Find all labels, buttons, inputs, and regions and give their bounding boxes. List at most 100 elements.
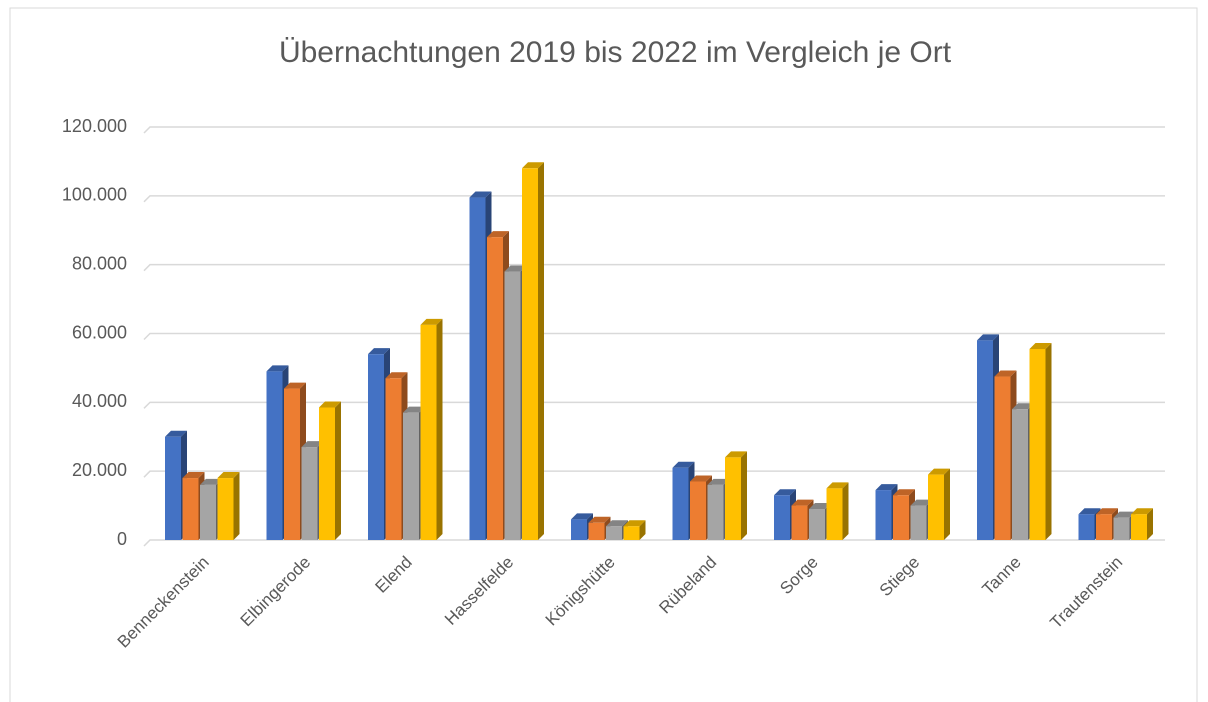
bar-top xyxy=(368,348,390,355)
bar-top xyxy=(266,365,289,372)
bar xyxy=(522,162,544,541)
bar-front xyxy=(571,519,587,540)
bar-top xyxy=(707,478,730,485)
bar-front xyxy=(826,488,843,540)
bar-side xyxy=(842,482,849,540)
bar-top xyxy=(165,430,187,437)
grid-line xyxy=(143,332,1165,341)
bar-top xyxy=(623,520,646,527)
bar-top xyxy=(385,372,408,379)
bar-top xyxy=(284,382,306,389)
grid-line xyxy=(143,470,1165,478)
bar-front xyxy=(690,481,706,540)
bar-side xyxy=(741,451,747,540)
grid-line xyxy=(143,195,1165,203)
bar-top xyxy=(200,478,222,485)
y-tick-label: 0 xyxy=(117,529,127,549)
bar-front xyxy=(994,376,1011,540)
bar-front xyxy=(165,436,181,540)
bar xyxy=(826,482,849,540)
bar-front xyxy=(403,412,419,540)
bar-front xyxy=(791,505,808,540)
bar-top xyxy=(522,162,544,169)
bar-front xyxy=(284,388,300,540)
y-tick-label: 80.000 xyxy=(72,253,127,273)
bar-front xyxy=(893,495,909,540)
bar-front xyxy=(672,467,689,540)
bar-front xyxy=(928,474,944,540)
bar-top xyxy=(469,191,492,198)
bar-top xyxy=(725,451,747,458)
bar-front xyxy=(368,354,384,540)
bar-top xyxy=(928,468,950,475)
bar-front xyxy=(809,509,825,540)
bar-top xyxy=(977,334,999,341)
bar-top xyxy=(826,482,849,489)
bar-top xyxy=(571,513,593,520)
bar-top xyxy=(994,370,1017,377)
bar-top xyxy=(893,489,915,496)
bar-front xyxy=(977,340,993,540)
bar-front xyxy=(910,505,927,540)
y-tick-label: 60.000 xyxy=(72,322,127,342)
bar-front xyxy=(200,484,216,540)
bar-side xyxy=(944,468,950,540)
bar xyxy=(319,401,341,540)
bar-top xyxy=(774,489,796,496)
bar-front xyxy=(1096,514,1112,540)
bar-front xyxy=(1131,514,1147,540)
bar xyxy=(1029,342,1052,540)
bar-front xyxy=(707,484,724,540)
bar-front xyxy=(522,168,538,541)
bar-side xyxy=(1045,342,1052,540)
bar-top xyxy=(182,472,205,479)
bar-front xyxy=(588,522,605,540)
bar-front xyxy=(469,197,486,540)
bar-side xyxy=(538,162,544,541)
bar-front xyxy=(1012,409,1028,540)
bar-top xyxy=(319,401,341,408)
bar-top xyxy=(672,461,695,468)
bar-front xyxy=(875,490,892,540)
y-tick-label: 100.000 xyxy=(62,185,127,205)
bar xyxy=(623,520,646,540)
bar-front xyxy=(623,526,640,540)
bar-top xyxy=(1131,508,1153,515)
bar-front xyxy=(774,495,790,540)
bar-front xyxy=(1029,348,1046,540)
bar-top xyxy=(1012,403,1034,410)
bar-front xyxy=(266,371,283,540)
bar-front xyxy=(1078,514,1095,540)
bar xyxy=(725,451,747,540)
y-tick-label: 120.000 xyxy=(62,116,127,136)
y-tick-label: 40.000 xyxy=(72,391,127,411)
bar xyxy=(420,318,443,540)
bar-top xyxy=(910,499,933,506)
chart-title: Übernachtungen 2019 bis 2022 im Vergleic… xyxy=(279,36,952,69)
bar-top xyxy=(1096,508,1118,515)
bar-front xyxy=(504,271,521,540)
bar xyxy=(1131,508,1153,540)
bar-top xyxy=(1078,508,1101,515)
bar-front xyxy=(182,478,199,540)
bar-side xyxy=(335,401,341,540)
bar-top xyxy=(809,503,831,510)
y-tick-label: 20.000 xyxy=(72,460,127,480)
bar-top xyxy=(504,265,527,272)
bar-top xyxy=(403,406,425,413)
bar-front xyxy=(217,478,234,540)
bar-top xyxy=(588,516,611,523)
bar-side xyxy=(436,318,443,540)
bar-side xyxy=(1147,508,1153,540)
bar-top xyxy=(1113,511,1136,518)
bar xyxy=(928,468,950,540)
bar-top xyxy=(301,441,324,448)
bar-top xyxy=(791,499,814,506)
grid-line xyxy=(143,401,1165,409)
bar-side xyxy=(639,520,646,540)
bar-front xyxy=(725,457,741,540)
bar-front xyxy=(487,237,503,540)
bar-front xyxy=(319,407,335,540)
grid-line xyxy=(143,126,1165,134)
bar-front xyxy=(1113,517,1130,540)
